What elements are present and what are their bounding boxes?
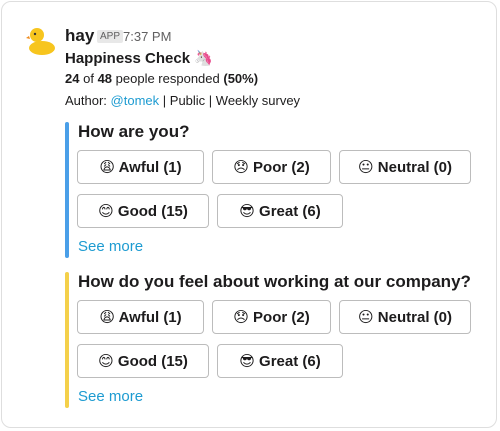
vote-button[interactable]: 😐 Neutral (0) xyxy=(339,300,471,334)
question-accent xyxy=(65,122,69,258)
question-title: How do you feel about working at our com… xyxy=(78,272,471,291)
question-block: How are you? 😩 Awful (1) 😞 Poor (2) 😐 Neutr… xyxy=(65,122,485,260)
responded-count: 24 xyxy=(65,71,80,86)
question-block: How do you feel about working at our com… xyxy=(65,272,485,410)
question-title: How are you? xyxy=(78,122,190,141)
author-link[interactable]: @tomek xyxy=(110,93,160,108)
author-info: | Public | Weekly survey xyxy=(162,93,301,108)
author-label: Author: xyxy=(65,93,107,108)
poll-title: Happiness Check 🦄 xyxy=(65,50,213,67)
vote-button[interactable]: 😞 Poor (2) xyxy=(212,300,331,334)
vote-button[interactable]: 😩 Awful (1) xyxy=(77,150,204,184)
total-count: 48 xyxy=(97,71,113,86)
app-badge: APP xyxy=(97,30,124,43)
timestamp[interactable]: 7:37 PM xyxy=(123,29,172,44)
see-more-link[interactable]: See more xyxy=(78,238,144,255)
stats-text: people responded xyxy=(115,71,220,86)
stats-text: of xyxy=(83,71,94,86)
vote-button[interactable]: 😩 Awful (1) xyxy=(77,300,204,334)
percent: (50%) xyxy=(223,71,259,86)
app-avatar xyxy=(26,28,55,55)
vote-button[interactable]: 😎 Great (6) xyxy=(217,194,343,228)
vote-button[interactable]: 😊 Good (15) xyxy=(77,344,209,378)
poll-stats: 24 of 48 people responded (50%) xyxy=(65,71,258,86)
app-name[interactable]: hay xyxy=(65,26,95,45)
vote-button[interactable]: 😐 Neutral (0) xyxy=(339,150,471,184)
vote-button[interactable]: 😎 Great (6) xyxy=(217,344,343,378)
vote-button[interactable]: 😞 Poor (2) xyxy=(212,150,331,184)
question-accent xyxy=(65,272,69,408)
see-more-link[interactable]: See more xyxy=(78,388,144,405)
vote-button[interactable]: 😊 Good (15) xyxy=(77,194,209,228)
poll-author: Author: @tomek | Public | Weekly survey xyxy=(65,93,300,108)
